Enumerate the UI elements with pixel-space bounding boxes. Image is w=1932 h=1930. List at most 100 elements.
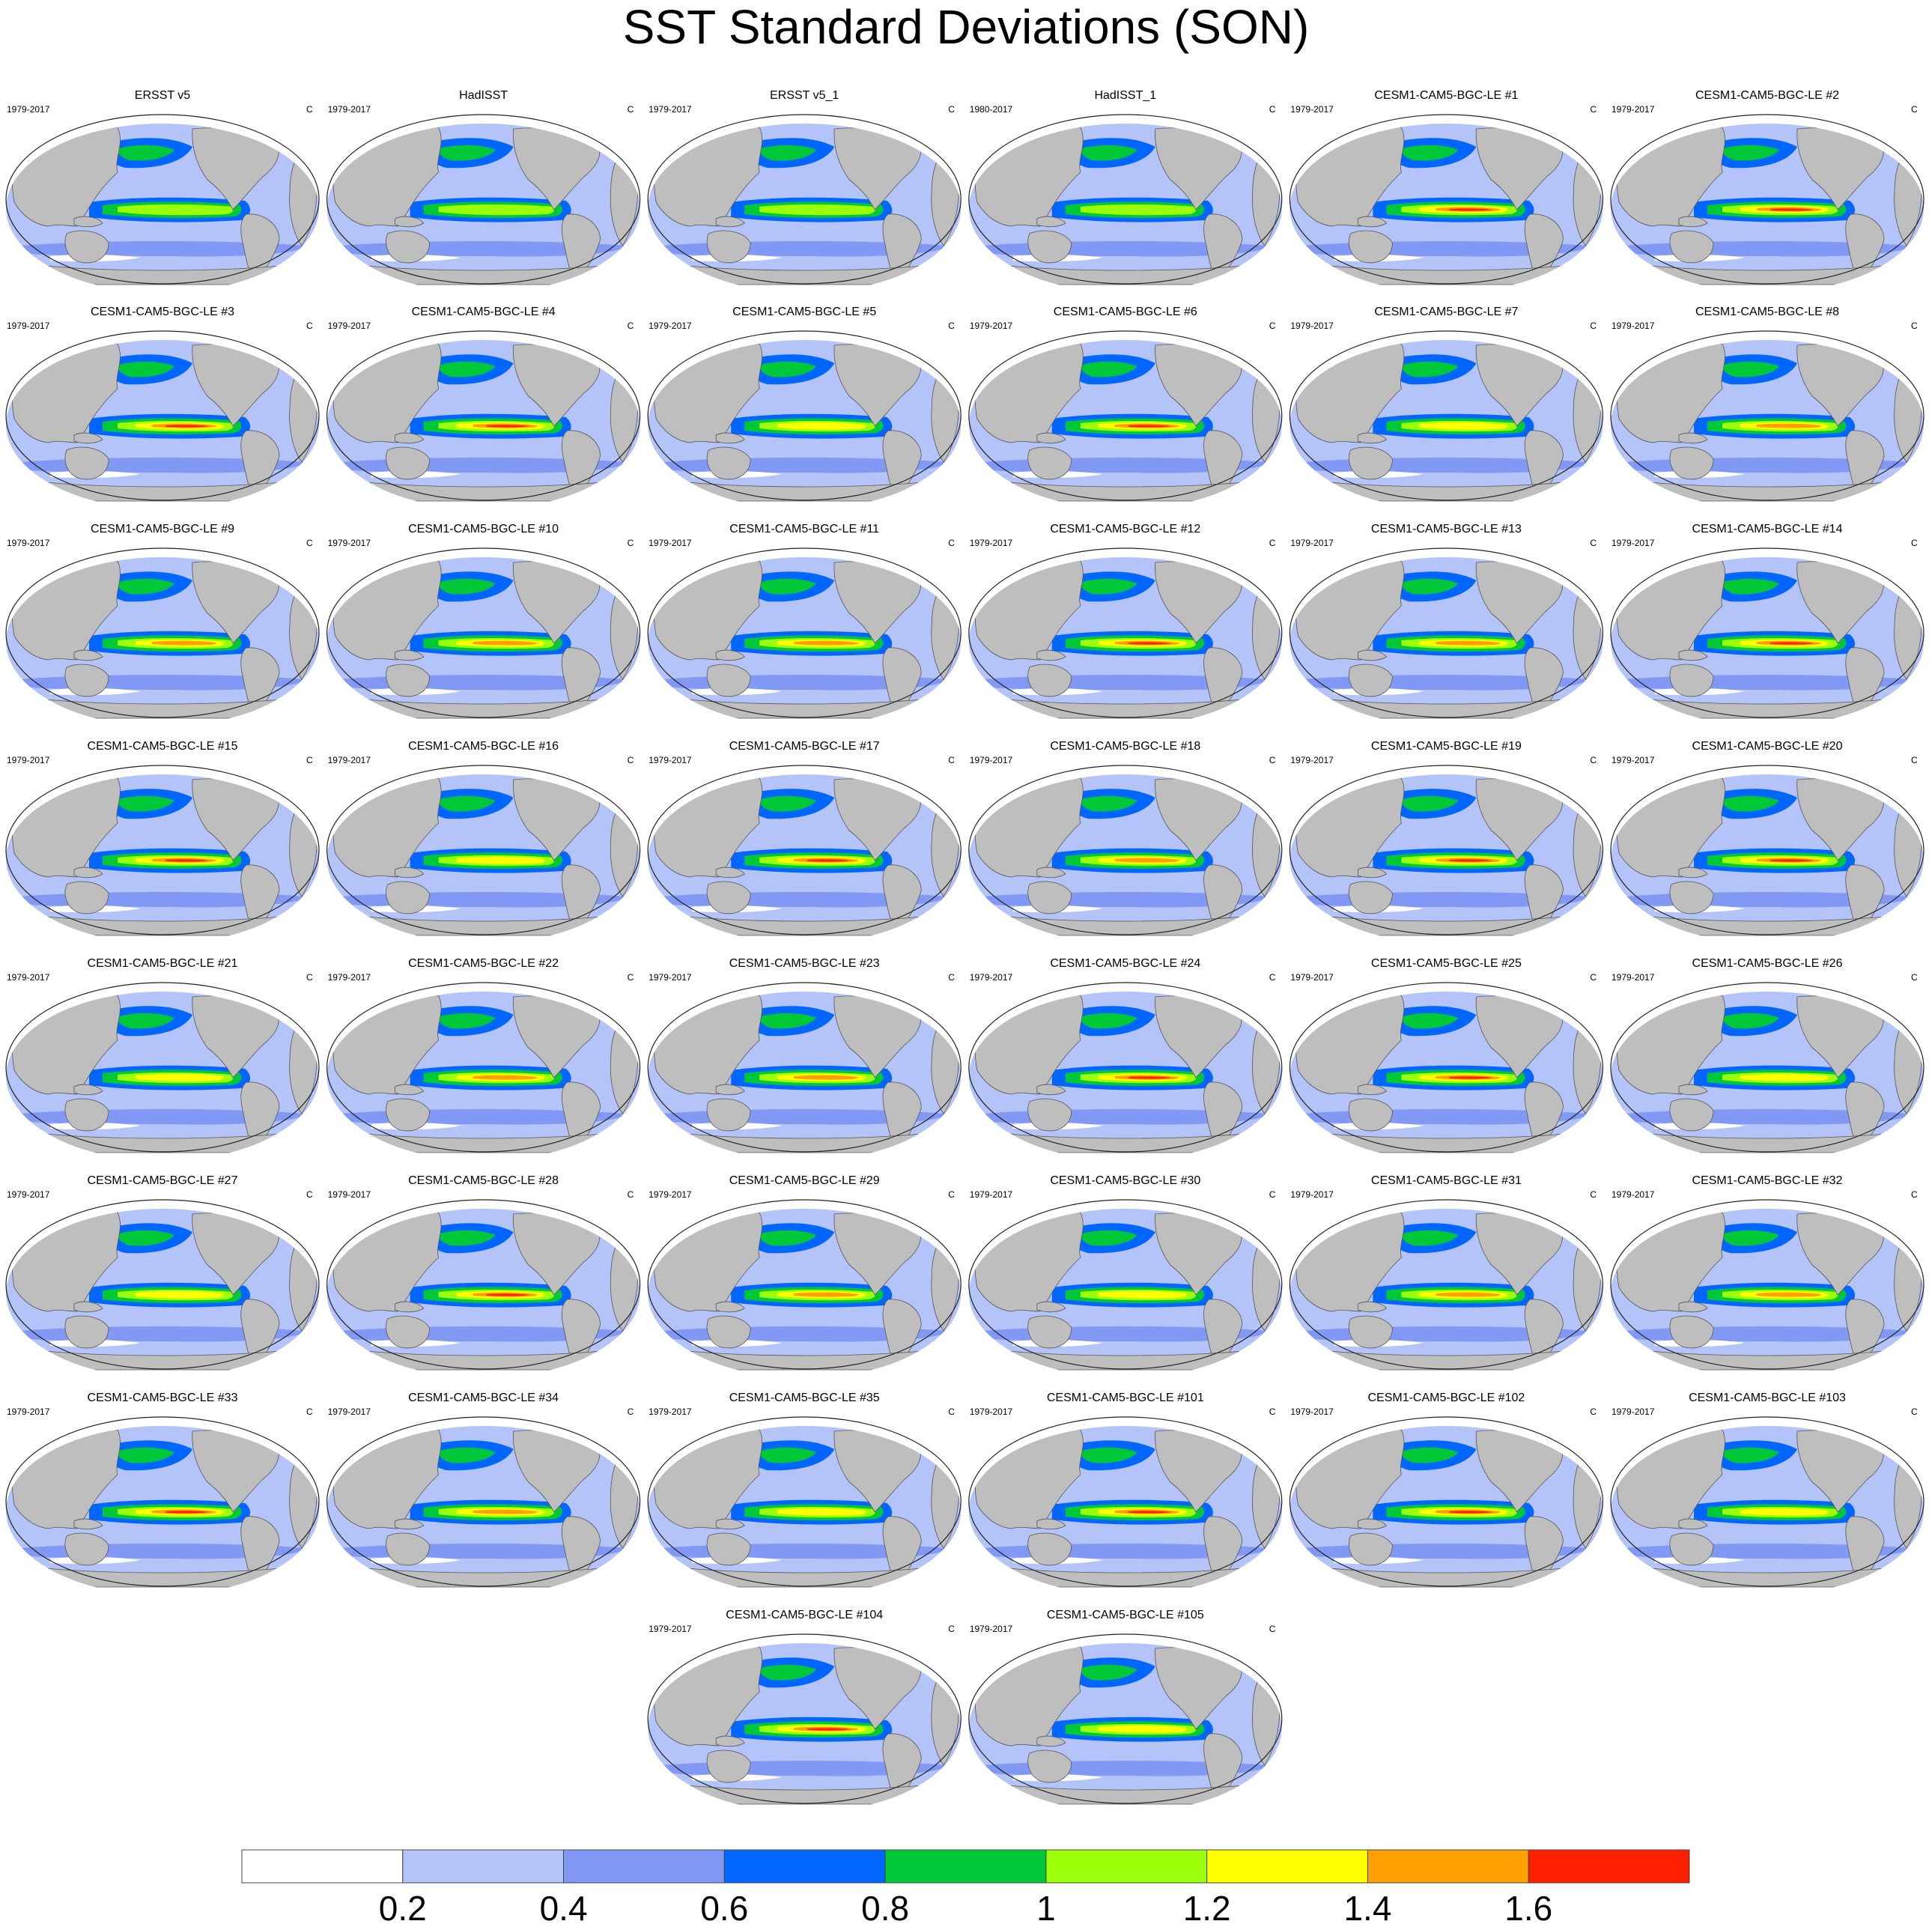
land-mass bbox=[715, 867, 745, 878]
land-mass bbox=[263, 1426, 304, 1440]
panel-title: CESM1-CAM5-BGC-LE #13 bbox=[1371, 523, 1522, 535]
colorbar-swatch bbox=[563, 1849, 725, 1884]
land-mass bbox=[395, 432, 425, 444]
panel-title: CESM1-CAM5-BGC-LE #104 bbox=[726, 1609, 883, 1621]
land-mass bbox=[1358, 1518, 1387, 1530]
land-mass bbox=[715, 432, 745, 444]
panel-title: CESM1-CAM5-BGC-LE #102 bbox=[1367, 1392, 1525, 1404]
panel-period: 1979-2017 bbox=[7, 1189, 50, 1200]
map-body bbox=[326, 340, 640, 502]
panel-title: CESM1-CAM5-BGC-LE #29 bbox=[729, 1174, 880, 1187]
colorbar-tick-label: 0.8 bbox=[861, 1889, 909, 1928]
sst-contour bbox=[1081, 1664, 1137, 1681]
sst-contour bbox=[1081, 795, 1137, 812]
sst-contour bbox=[1081, 578, 1137, 595]
map-body bbox=[6, 1209, 319, 1371]
land-mass bbox=[1358, 432, 1387, 444]
land-mass bbox=[584, 1426, 625, 1440]
land-mass bbox=[715, 1735, 745, 1747]
map-panel: CESM1-CAM5-BGC-LE #18 1979-2017 C bbox=[968, 740, 1283, 936]
sst-contour bbox=[1402, 1447, 1459, 1463]
land-mass bbox=[1036, 649, 1066, 661]
panel-period: 1979-2017 bbox=[1611, 972, 1655, 983]
map-panel: CESM1-CAM5-BGC-LE #21 1979-2017 C bbox=[5, 957, 320, 1153]
land-mass bbox=[1358, 867, 1387, 878]
land-mass bbox=[1027, 1532, 1072, 1566]
panel-units: C bbox=[1911, 321, 1918, 331]
sst-contour bbox=[1402, 795, 1459, 812]
map-panel: CESM1-CAM5-BGC-LE #13 1979-2017 C bbox=[1289, 523, 1604, 719]
land-mass bbox=[1868, 992, 1909, 1006]
map-panel: CESM1-CAM5-BGC-LE #10 1979-2017 C bbox=[326, 523, 641, 719]
land-mass bbox=[386, 1532, 431, 1566]
sst-contour bbox=[1436, 640, 1501, 646]
sst-contour bbox=[118, 1447, 174, 1463]
map-body bbox=[326, 774, 640, 936]
map-body bbox=[326, 557, 640, 719]
land-mass bbox=[395, 1084, 425, 1096]
panel-period: 1979-2017 bbox=[328, 538, 371, 548]
panel-title: CESM1-CAM5-BGC-LE #105 bbox=[1047, 1609, 1204, 1621]
sst-contour bbox=[473, 1075, 538, 1080]
land-mass bbox=[905, 774, 946, 789]
land-mass bbox=[905, 1643, 946, 1657]
map-outline bbox=[647, 330, 962, 501]
land-mass bbox=[1678, 649, 1708, 661]
panel-units: C bbox=[948, 755, 955, 765]
sst-contour bbox=[1722, 1447, 1779, 1463]
colorbar-swatch bbox=[884, 1849, 1047, 1884]
sst-contour bbox=[777, 422, 866, 430]
panel-title: CESM1-CAM5-BGC-LE #6 bbox=[1054, 306, 1197, 318]
panel-units: C bbox=[1590, 321, 1597, 331]
map-panel: CESM1-CAM5-BGC-LE #26 1979-2017 C bbox=[1610, 957, 1925, 1153]
sst-contour bbox=[118, 204, 234, 216]
colorbar-swatch bbox=[1206, 1849, 1368, 1884]
map-body bbox=[648, 124, 962, 285]
sst-contour bbox=[759, 1447, 817, 1463]
map-panel: CESM1-CAM5-BGC-LE #5 1979-2017 C bbox=[647, 306, 962, 502]
panel-title: CESM1-CAM5-BGC-LE #35 bbox=[729, 1392, 880, 1404]
panel-units: C bbox=[948, 1189, 955, 1200]
land-mass bbox=[263, 1209, 304, 1223]
land-mass bbox=[584, 774, 625, 789]
map-outline bbox=[647, 547, 962, 718]
sst-contour bbox=[1419, 422, 1508, 430]
panel-units: C bbox=[628, 321, 634, 331]
map-panel: CESM1-CAM5-BGC-LE #30 1979-2017 C bbox=[968, 1174, 1283, 1371]
land-mass bbox=[1546, 340, 1588, 354]
land-mass bbox=[263, 557, 304, 571]
panel-units: C bbox=[306, 1189, 313, 1200]
colorbar-tick-label: 0.6 bbox=[700, 1889, 748, 1928]
land-mass bbox=[1358, 1084, 1387, 1096]
panel-title: CESM1-CAM5-BGC-LE #14 bbox=[1692, 523, 1843, 535]
map-outline bbox=[5, 1199, 320, 1370]
land-mass bbox=[1349, 230, 1393, 264]
panel-units: C bbox=[1590, 1189, 1597, 1200]
land-mass bbox=[1036, 1518, 1066, 1530]
land-mass bbox=[584, 1209, 625, 1223]
land-mass bbox=[73, 867, 103, 878]
panel-grid: ERSST v5 1979-2017 C HadISST 1979-2017 C ERSST… bbox=[5, 89, 1925, 1805]
map-body bbox=[6, 774, 319, 936]
panel-title: ERSST v5_1 bbox=[770, 89, 839, 102]
sst-contour bbox=[118, 795, 174, 812]
panel-period: 1979-2017 bbox=[328, 104, 371, 115]
land-mass bbox=[1349, 1098, 1393, 1132]
panel-period: 1979-2017 bbox=[7, 972, 50, 983]
land-mass bbox=[386, 1315, 431, 1349]
sst-contour bbox=[1722, 578, 1779, 595]
panel-title: HadISST_1 bbox=[1094, 89, 1156, 102]
panel-period: 1979-2017 bbox=[1290, 1406, 1334, 1417]
map-body bbox=[648, 992, 962, 1153]
sst-contour bbox=[136, 1073, 224, 1081]
map-outline bbox=[647, 982, 962, 1153]
land-mass bbox=[73, 1084, 103, 1096]
land-mass bbox=[1226, 340, 1267, 354]
sst-contour bbox=[1081, 145, 1137, 161]
map-body bbox=[648, 1426, 962, 1588]
land-mass bbox=[64, 1532, 109, 1566]
map-panel: CESM1-CAM5-BGC-LE #12 1979-2017 C bbox=[968, 523, 1283, 719]
panel-title: CESM1-CAM5-BGC-LE #19 bbox=[1371, 740, 1522, 753]
land-mass bbox=[1669, 1532, 1714, 1566]
